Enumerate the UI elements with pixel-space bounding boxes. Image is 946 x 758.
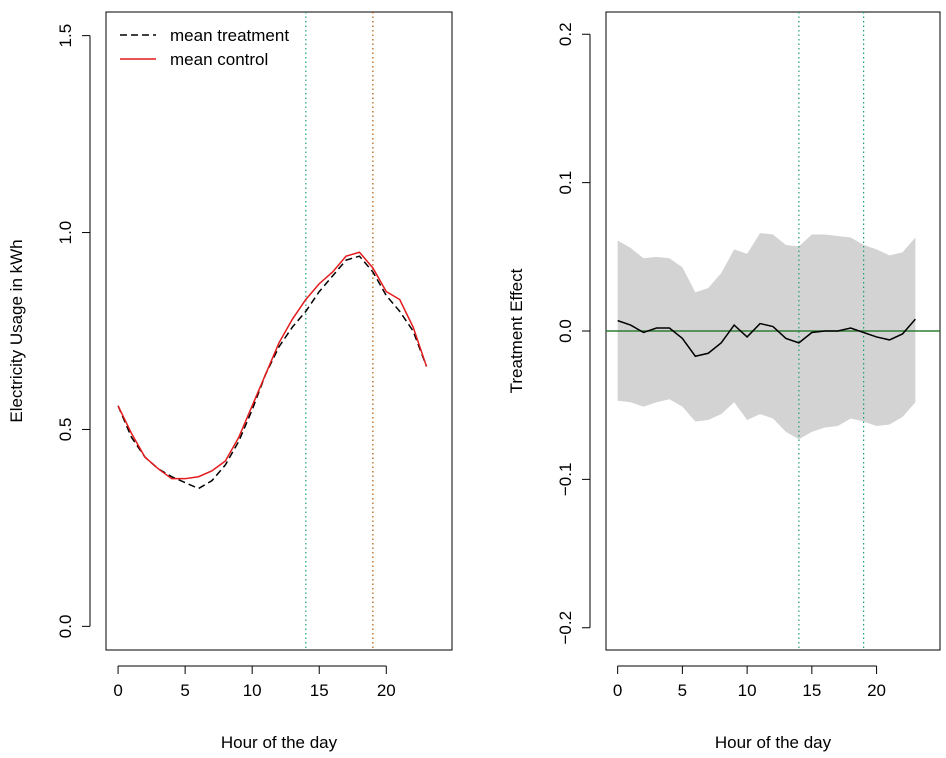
- x-tick-label: 15: [310, 681, 329, 700]
- x-tick-label: 5: [180, 681, 189, 700]
- treatment-effect-panel: 0 5 10 15 20 Hour of the day −0.2 −0.1 0.0 0.1 0.2…: [507, 11, 941, 752]
- y-tick-label: 1.5: [56, 24, 75, 48]
- y-tick-label: 0.1: [556, 171, 575, 195]
- y-tick-label: 1.0: [56, 221, 75, 245]
- legend-label-mean-treatment: mean treatment: [170, 26, 289, 45]
- y-tick-label: −0.1: [556, 463, 575, 497]
- plot-frame: [105, 11, 453, 651]
- legend: mean treatment mean control: [120, 26, 289, 69]
- x-tick-label: 10: [738, 681, 757, 700]
- y-tick-label: 0.0: [556, 319, 575, 343]
- x-axis-title: Hour of the day: [221, 733, 338, 752]
- y-tick-label: 0.0: [56, 615, 75, 639]
- x-tick-label: 15: [802, 681, 821, 700]
- usage-panel: 0 5 10 15 20 Hour of the day 0.0 0.5 1.0 1.5 Elect…: [7, 11, 453, 752]
- legend-label-mean-control: mean control: [170, 50, 268, 69]
- y-axis-title: Electricity Usage in kWh: [7, 239, 26, 422]
- x-tick-label: 20: [377, 681, 396, 700]
- mean-control-line: [117, 251, 428, 480]
- y-tick-label: 0.2: [556, 22, 575, 46]
- effect-line: [617, 318, 916, 358]
- y-axis-title: Treatment Effect: [507, 268, 526, 393]
- x-tick-label: 5: [678, 681, 687, 700]
- mean-treatment-line: [117, 255, 428, 490]
- x-tick-label: 0: [113, 681, 122, 700]
- x-axis-title: Hour of the day: [715, 733, 832, 752]
- x-tick-label: 20: [867, 681, 886, 700]
- x-tick-label: 0: [613, 681, 622, 700]
- x-tick-label: 10: [243, 681, 262, 700]
- y-tick-label: 0.5: [56, 418, 75, 442]
- y-tick-label: −0.2: [556, 611, 575, 645]
- confidence-band: [617, 233, 916, 440]
